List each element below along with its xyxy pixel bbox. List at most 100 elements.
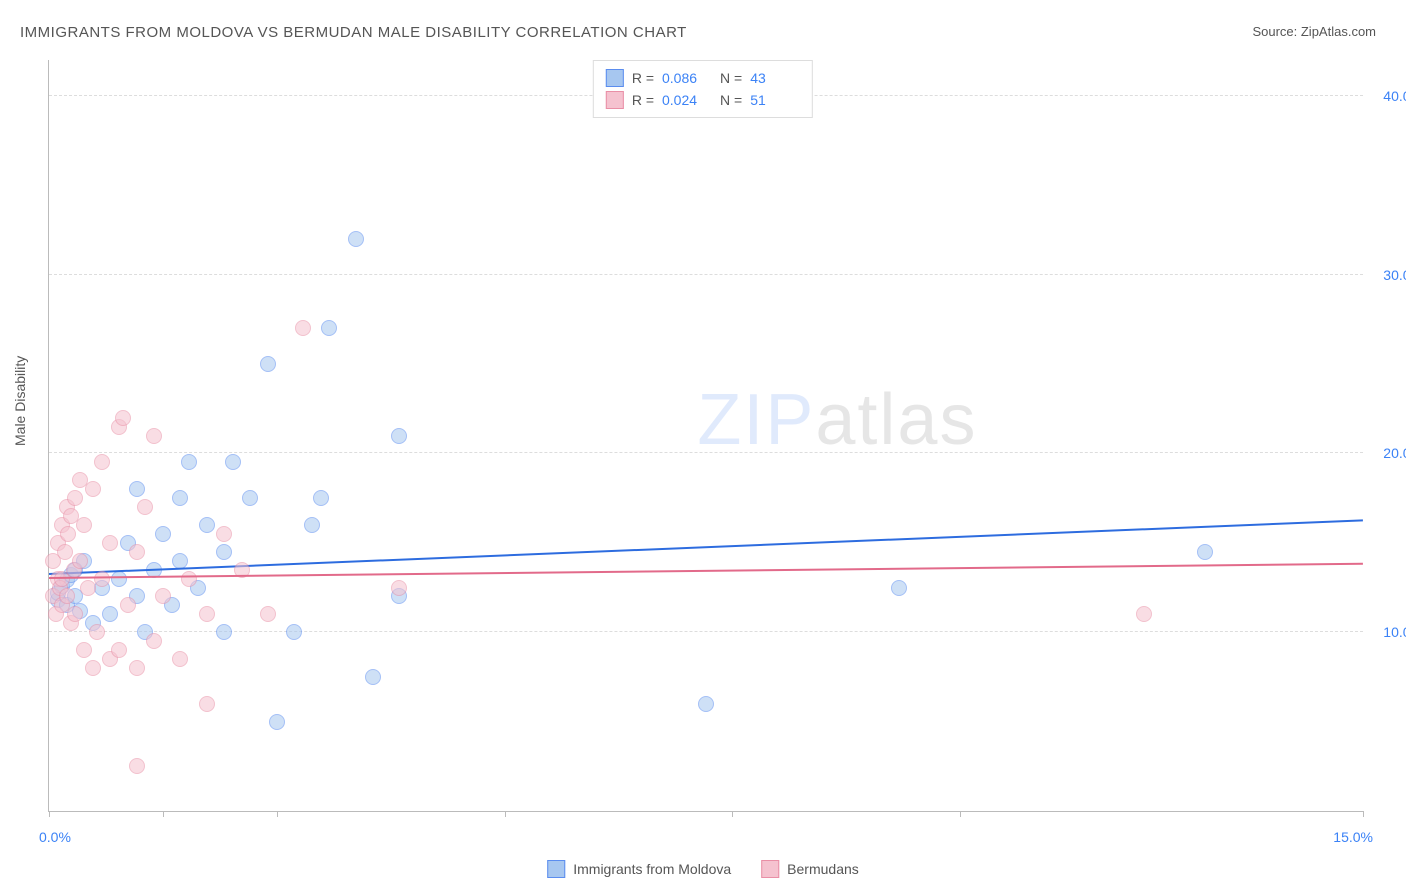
swatch-series-1 [547,860,565,878]
y-tick-label: 40.0% [1383,88,1406,104]
x-tick [732,811,733,817]
data-point [391,428,407,444]
chart-container: IMMIGRANTS FROM MOLDOVA VS BERMUDAN MALE… [0,0,1406,892]
data-point [94,571,110,587]
data-point [146,428,162,444]
data-point [181,571,197,587]
data-point [129,660,145,676]
data-point [365,669,381,685]
data-point [129,481,145,497]
data-point [129,544,145,560]
data-point [1136,606,1152,622]
data-point [94,454,110,470]
data-point [216,544,232,560]
data-point [111,642,127,658]
legend-label-2: Bermudans [787,861,859,877]
data-point [115,410,131,426]
data-point [57,544,73,560]
data-point [137,499,153,515]
data-point [172,553,188,569]
data-point [155,526,171,542]
legend-row-series-1: R = 0.086 N = 43 [606,67,800,89]
gridline [49,452,1363,453]
data-point [199,696,215,712]
data-point [391,580,407,596]
data-point [891,580,907,596]
data-point [172,490,188,506]
data-point [60,526,76,542]
data-point [242,490,258,506]
data-point [102,606,118,622]
data-point [85,481,101,497]
x-tick [1363,811,1364,817]
chart-title: IMMIGRANTS FROM MOLDOVA VS BERMUDAN MALE… [20,24,687,41]
data-point [1197,544,1213,560]
data-point [199,517,215,533]
legend-label-1: Immigrants from Moldova [573,861,731,877]
x-tick [505,811,506,817]
data-point [120,597,136,613]
n-label: N = [720,92,742,108]
correlation-legend: R = 0.086 N = 43 R = 0.024 N = 51 [593,60,813,118]
swatch-series-1 [606,69,624,87]
x-tick [49,811,50,817]
r-value-2: 0.024 [662,92,712,108]
data-point [295,320,311,336]
plot-area: ZIPatlas 0.0% 15.0% 10.0%20.0%30.0%40.0% [48,60,1363,812]
data-point [216,624,232,640]
n-value-2: 51 [750,92,800,108]
legend-row-series-2: R = 0.024 N = 51 [606,89,800,111]
data-point [181,454,197,470]
data-point [348,231,364,247]
data-point [72,472,88,488]
data-point [286,624,302,640]
swatch-series-2 [761,860,779,878]
data-point [111,571,127,587]
x-axis-max-label: 15.0% [1333,829,1373,845]
swatch-series-2 [606,91,624,109]
series-legend: Immigrants from Moldova Bermudans [547,860,859,878]
data-point [698,696,714,712]
r-value-1: 0.086 [662,70,712,86]
data-point [321,320,337,336]
source-label: Source: ZipAtlas.com [1252,24,1376,39]
n-label: N = [720,70,742,86]
data-point [129,758,145,774]
x-tick [163,811,164,817]
data-point [76,517,92,533]
n-value-1: 43 [750,70,800,86]
gridline [49,631,1363,632]
data-point [146,633,162,649]
y-tick-label: 20.0% [1383,445,1406,461]
data-point [67,606,83,622]
data-point [172,651,188,667]
y-tick-label: 30.0% [1383,267,1406,283]
y-axis-label: Male Disability [12,356,28,446]
data-point [313,490,329,506]
x-axis-min-label: 0.0% [39,829,71,845]
watermark: ZIPatlas [697,379,977,461]
data-point [72,553,88,569]
data-point [225,454,241,470]
data-point [59,588,75,604]
r-label: R = [632,92,654,108]
data-point [269,714,285,730]
data-point [216,526,232,542]
data-point [89,624,105,640]
data-point [304,517,320,533]
legend-item-2: Bermudans [761,860,859,878]
data-point [67,490,83,506]
data-point [85,660,101,676]
data-point [155,588,171,604]
x-tick [960,811,961,817]
legend-item-1: Immigrants from Moldova [547,860,731,878]
gridline [49,274,1363,275]
r-label: R = [632,70,654,86]
y-tick-label: 10.0% [1383,624,1406,640]
data-point [102,535,118,551]
data-point [260,356,276,372]
data-point [199,606,215,622]
x-tick [277,811,278,817]
data-point [76,642,92,658]
data-point [260,606,276,622]
